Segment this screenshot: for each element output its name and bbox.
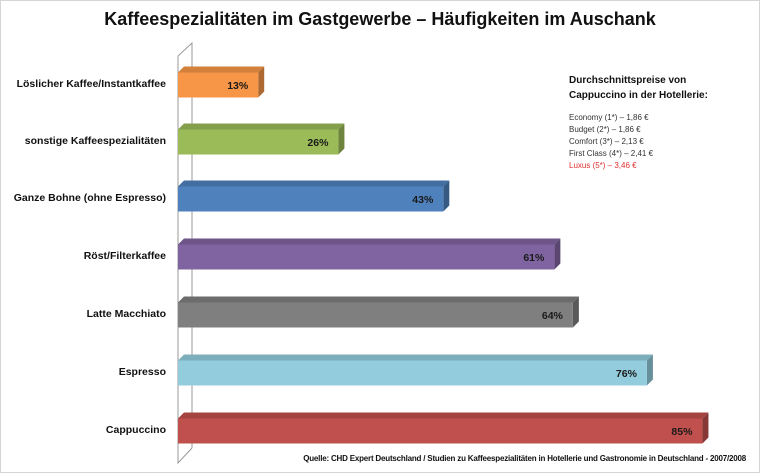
- bar-value-label: 64%: [542, 310, 564, 322]
- bar-side: [572, 296, 579, 328]
- legend-item: Comfort (3*) – 2,13 €: [569, 137, 644, 146]
- bar: [178, 186, 444, 212]
- bar-top: [178, 296, 579, 303]
- bar-side: [646, 354, 653, 386]
- bar: [178, 302, 573, 328]
- bar-group: 26% sonstige Kaffeespezialitäten: [25, 123, 345, 155]
- bar-side: [702, 412, 709, 444]
- bar-side: [554, 238, 561, 270]
- category-label: Ganze Bohne (ohne Espresso): [14, 192, 166, 204]
- bar-group: 64% Latte Macchiato: [87, 296, 579, 328]
- bar-value-label: 13%: [227, 80, 249, 92]
- bar-group: 85% Cappuccino: [106, 412, 709, 444]
- bar: [178, 72, 259, 98]
- bar-value-label: 76%: [616, 368, 638, 380]
- bar-value-label: 43%: [412, 194, 434, 206]
- category-label: Cappuccino: [106, 424, 166, 436]
- bar: [178, 360, 647, 386]
- bar-group: 76% Espresso: [119, 354, 653, 386]
- bar-group: 43% Ganze Bohne (ohne Espresso): [14, 180, 450, 212]
- bar: [178, 129, 339, 155]
- bar-top: [178, 123, 345, 130]
- category-label: Röst/Filterkaffee: [84, 250, 166, 262]
- bar-top: [178, 180, 450, 187]
- bar-top: [178, 66, 265, 73]
- legend-item-luxus: Luxus (5*) – 3,46 €: [569, 161, 637, 170]
- category-label: Löslicher Kaffee/Instantkaffee: [17, 78, 167, 90]
- category-label: Latte Macchiato: [87, 308, 166, 320]
- bar-top: [178, 354, 653, 361]
- bar-group: 13% Löslicher Kaffee/Instantkaffee: [17, 66, 265, 98]
- bar: [178, 418, 703, 444]
- category-label: sonstige Kaffeespezialitäten: [25, 135, 166, 147]
- legend-item: First Class (4*) – 2,41 €: [569, 149, 654, 158]
- price-legend: Durchschnittspreise von Cappuccino in de…: [569, 73, 754, 172]
- legend-item: Budget (2*) – 1,86 €: [569, 125, 641, 134]
- legend-item: Economy (1*) – 1,86 €: [569, 113, 649, 122]
- bar: [178, 244, 555, 270]
- bar-group: 61% Röst/Filterkaffee: [84, 238, 561, 270]
- bar-value-label: 85%: [671, 426, 693, 438]
- bar-value-label: 26%: [307, 137, 329, 149]
- category-label: Espresso: [119, 366, 166, 378]
- chart-title: Kaffeespezialitäten im Gastgewerbe – Häu…: [104, 9, 656, 29]
- bar-top: [178, 238, 561, 245]
- bar-side: [258, 66, 265, 98]
- bar-side: [443, 180, 450, 212]
- source-note: Quelle: CHD Expert Deutschland / Studien…: [303, 454, 746, 463]
- bar-top: [178, 412, 709, 419]
- bar-value-label: 61%: [523, 252, 545, 264]
- legend-heading-line2: Cappuccino in der Hotellerie:: [569, 90, 708, 101]
- legend-heading-line1: Durchschnittspreise von: [569, 75, 687, 86]
- bar-side: [338, 123, 345, 155]
